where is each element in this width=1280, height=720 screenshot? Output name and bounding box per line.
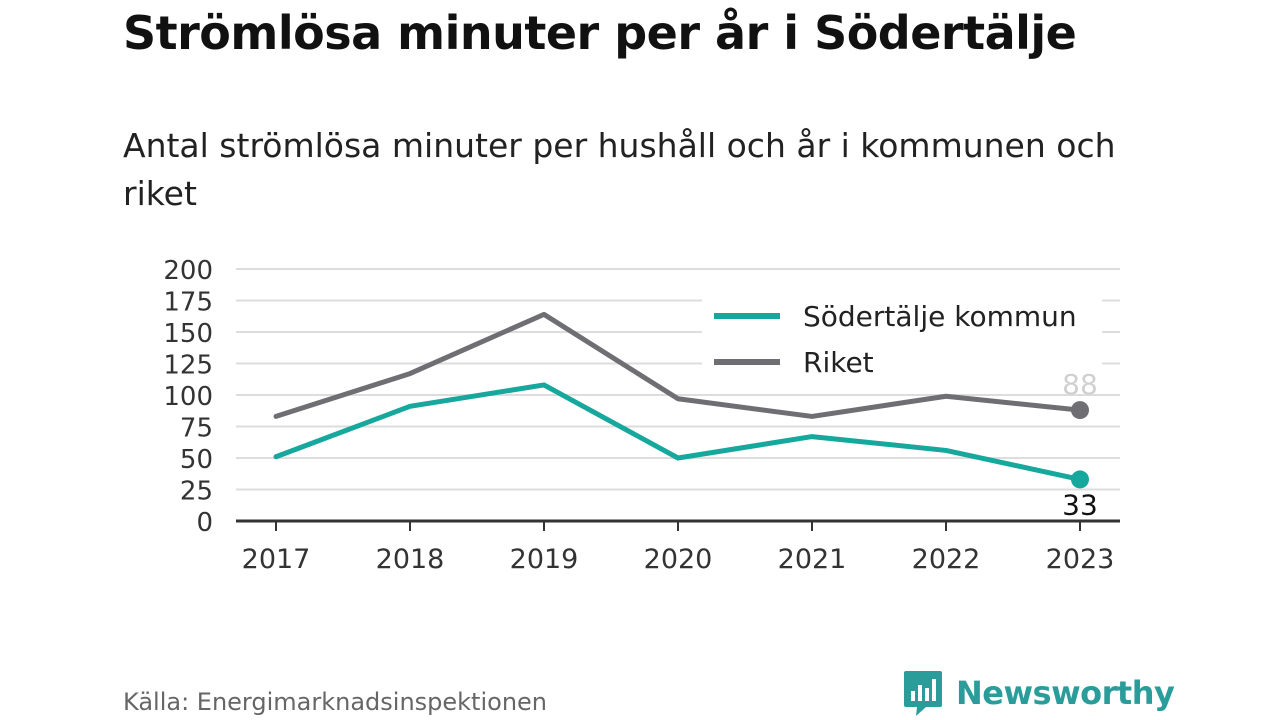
x-tick-label: 2021 xyxy=(778,544,847,575)
end-value-labels: 33 88 xyxy=(1062,368,1098,521)
brand-name: Newsworthy xyxy=(956,674,1175,712)
end-value-label-sodertalje: 33 xyxy=(1062,488,1098,521)
legend-background xyxy=(702,296,1102,386)
newsworthy-logo-icon xyxy=(904,671,942,716)
x-tick-label: 2023 xyxy=(1046,544,1115,575)
source-note: Källa: Energimarknadsinspektionen xyxy=(123,688,548,716)
x-tick-label: 2018 xyxy=(376,544,445,575)
x-tick-label: 2022 xyxy=(912,544,981,575)
y-tick-label: 125 xyxy=(163,351,213,381)
x-tick-label: 2019 xyxy=(510,544,579,575)
legend: Södertälje kommun Riket xyxy=(702,296,1102,386)
series-line-riket xyxy=(273,311,1083,419)
series-lines xyxy=(273,311,1089,489)
y-tick-label: 50 xyxy=(180,445,213,475)
y-tick-label: 175 xyxy=(163,288,213,318)
x-tick-label: 2020 xyxy=(644,544,713,575)
series-line-sodertalje xyxy=(273,382,1083,482)
end-value-label-riket: 88 xyxy=(1062,368,1098,401)
y-tick-label: 150 xyxy=(163,319,213,349)
legend-label-sodertalje: Södertälje kommun xyxy=(803,300,1077,333)
y-tick-label: 100 xyxy=(163,382,213,412)
chart-subtitle: Antal strömlösa minuter per hushåll och … xyxy=(123,126,1116,213)
y-tick-label: 75 xyxy=(180,414,213,444)
x-axis-tick-labels: 2017 2018 2019 2020 2021 2022 2023 xyxy=(242,544,1115,575)
x-axis xyxy=(236,519,1120,531)
y-tick-label: 25 xyxy=(180,477,213,507)
end-point-riket xyxy=(1071,401,1089,420)
x-tick-label: 2017 xyxy=(242,544,311,575)
chart-title: Strömlösa minuter per år i Södertälje xyxy=(123,6,1077,60)
end-point-sodertalje xyxy=(1071,470,1089,489)
y-tick-label: 0 xyxy=(196,508,213,538)
brand-logo: Newsworthy xyxy=(902,668,1175,718)
legend-label-riket: Riket xyxy=(803,346,874,379)
y-tick-label: 200 xyxy=(163,256,213,286)
